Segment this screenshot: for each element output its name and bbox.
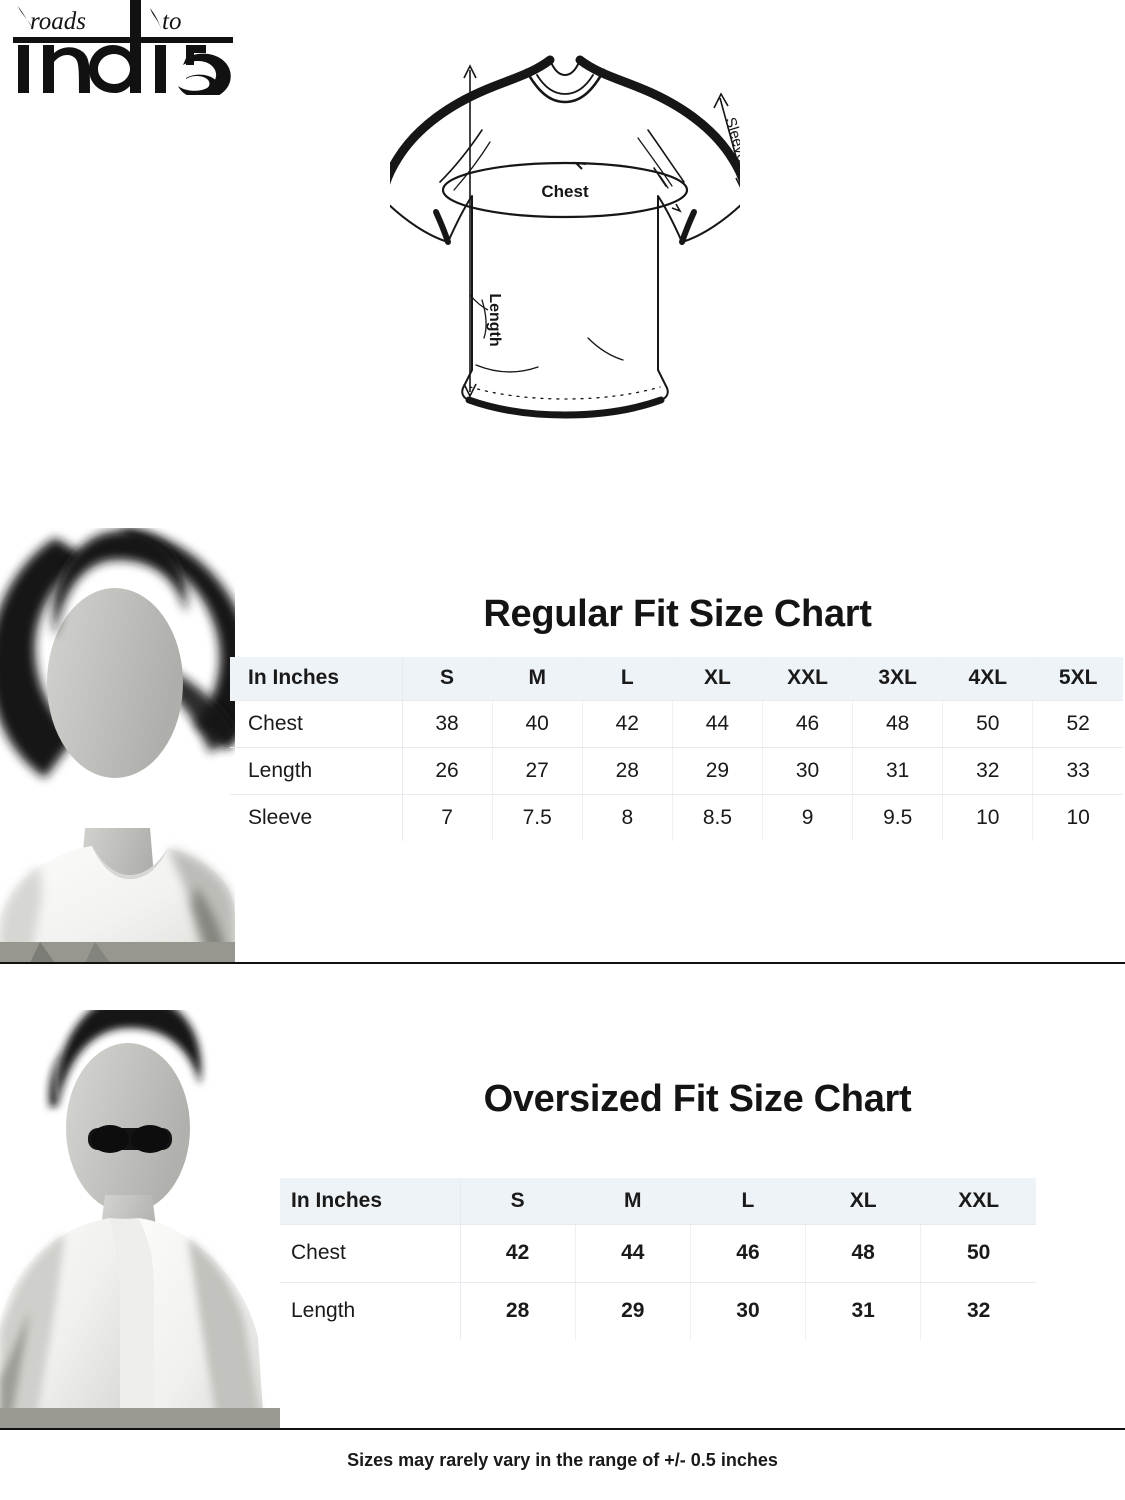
svg-text:Length: Length — [486, 293, 503, 346]
svg-text:roads: roads — [30, 8, 86, 35]
svg-text:to: to — [162, 8, 181, 35]
svg-text:Chest: Chest — [541, 182, 589, 201]
